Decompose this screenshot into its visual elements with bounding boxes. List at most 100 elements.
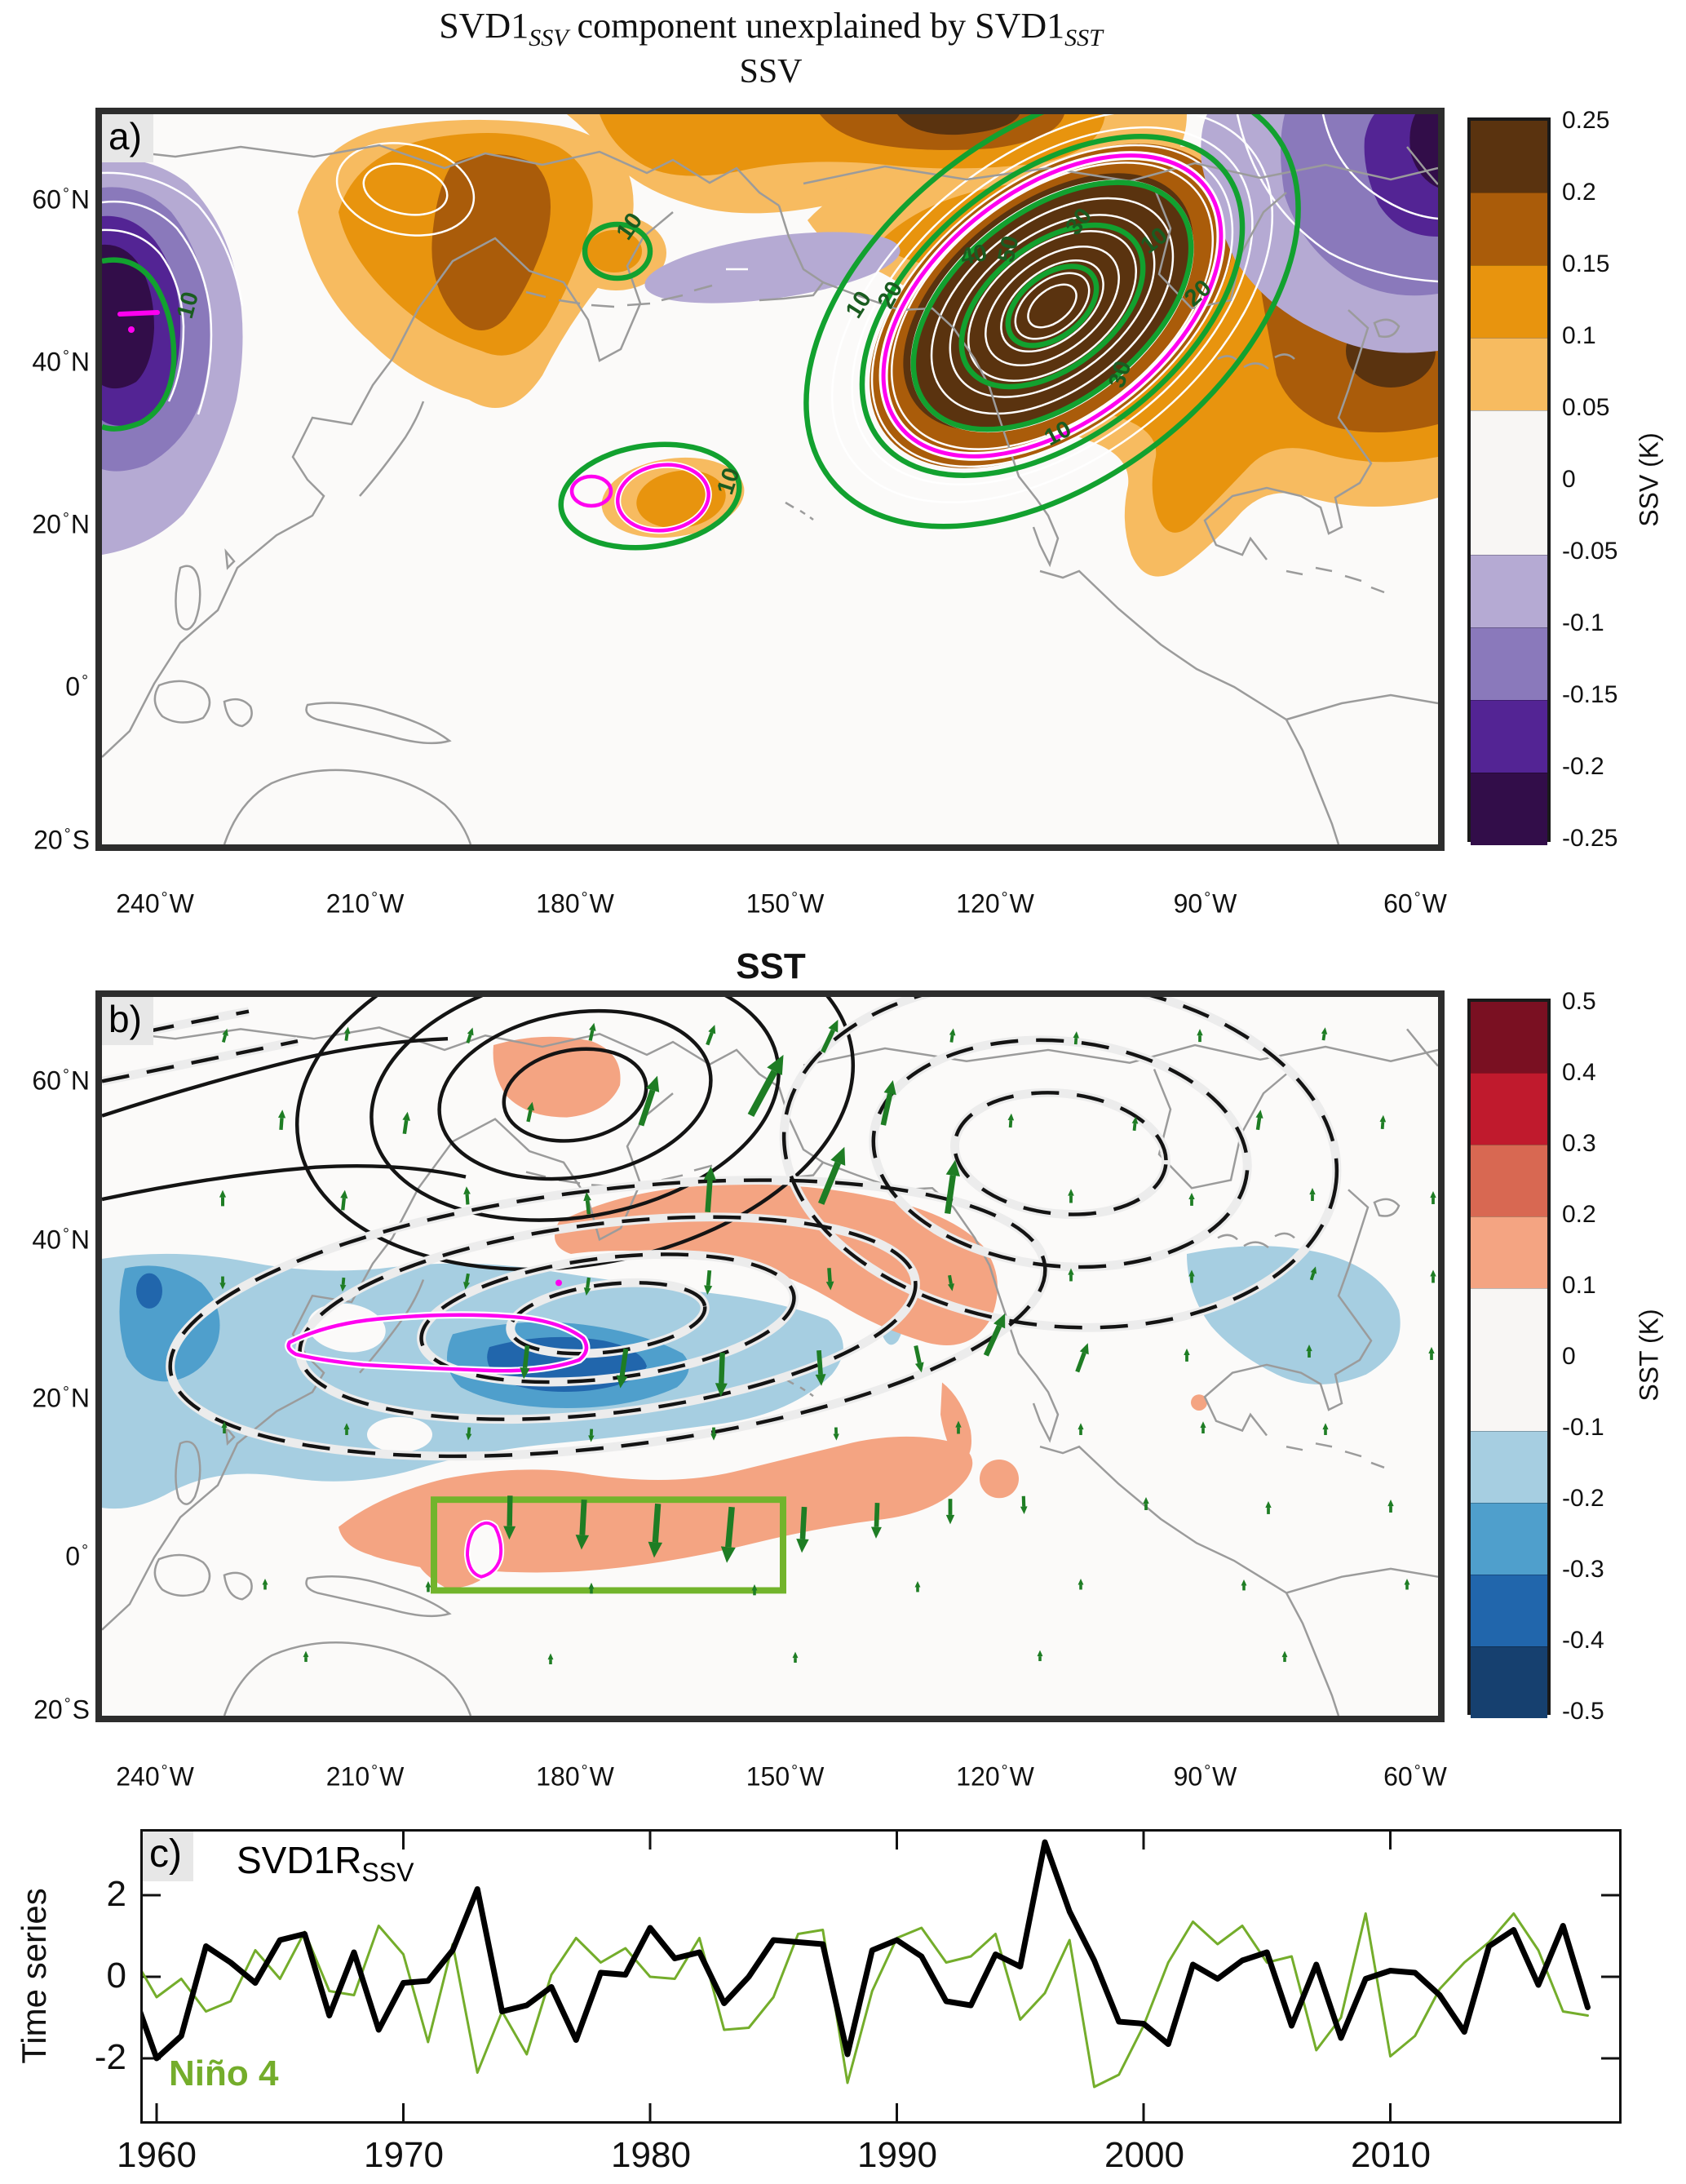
green-contours <box>102 114 1301 551</box>
colorbar-a-label: SSV (K) <box>1634 432 1664 527</box>
panel-b-title: SST <box>736 946 806 986</box>
y-tick-b: 40 °N <box>32 1225 90 1255</box>
x-tick-a: 180 °W <box>536 888 614 919</box>
panel-a-title: SSV <box>739 53 803 91</box>
colorbar-slot <box>1471 193 1547 265</box>
map-panel-a: 10 10 10 30 10 40 50 20 10 20 30 10 a) <box>95 108 1445 851</box>
panel-b-tag: b) <box>102 997 153 1045</box>
x-tick-a: 240 °W <box>116 888 194 919</box>
colorbar-b-label: SST (K) <box>1634 1309 1664 1402</box>
colorbar-slot <box>1471 1503 1547 1575</box>
colorbar-slot <box>1471 410 1547 483</box>
green-contour-label: 50 <box>993 233 1024 264</box>
y-tick-a: 60 °N <box>32 184 90 215</box>
magenta-contours <box>117 151 1226 534</box>
year-label: 1990 <box>857 2135 937 2175</box>
y-tick-b: 20 °S <box>33 1694 90 1725</box>
colorbar-slot <box>1471 1646 1547 1718</box>
colorbar-tick: -0.1 <box>1562 1414 1604 1441</box>
colorbar-tick: 0 <box>1562 1343 1576 1370</box>
figure-title: SVD1SSV component unexplained by SVD1SST <box>439 6 1103 51</box>
map-b-svg <box>102 997 1438 1716</box>
x-tick-a: 120 °W <box>956 888 1034 919</box>
colorbar-slot <box>1471 483 1547 555</box>
colorbar-slot <box>1471 773 1547 845</box>
ssv-negative-fills <box>102 114 1438 555</box>
series-nino4-line <box>143 1912 1589 2089</box>
x-tick-b: 180 °W <box>536 1761 614 1792</box>
colorbar-slot <box>1471 1288 1547 1360</box>
green-contour-label: 40 <box>958 240 989 271</box>
panel-a-tag: a) <box>102 114 153 162</box>
colorbar-tick: 0.3 <box>1562 1130 1596 1157</box>
colorbar-slot <box>1471 555 1547 627</box>
y-tick-a: 0 ° <box>65 671 88 702</box>
x-tick-b: 150 °W <box>746 1761 825 1792</box>
colorbar-tick: 0.2 <box>1562 179 1596 206</box>
series-svd1r-line <box>143 1839 1591 2062</box>
year-label: 1970 <box>364 2135 444 2175</box>
x-tick-b: 240 °W <box>116 1761 194 1792</box>
colorbar-tick: 0.15 <box>1562 250 1610 277</box>
y-tick-b: 0 ° <box>65 1541 88 1571</box>
colorbar-slot <box>1471 1360 1547 1431</box>
colorbar-slot <box>1471 1145 1547 1216</box>
colorbar-slot <box>1471 1002 1547 1073</box>
x-tick-a: 90 °W <box>1173 888 1237 919</box>
y-tick-b: 20 °N <box>32 1383 90 1413</box>
colorbar-tick: -0.25 <box>1562 825 1618 852</box>
colorbar-tick: 0.05 <box>1562 394 1610 421</box>
y-tick-a: 20 °S <box>33 825 90 855</box>
year-label: 2000 <box>1104 2135 1184 2175</box>
colorbar-slot <box>1471 338 1547 410</box>
series2-legend: Niño 4 <box>169 2053 279 2093</box>
timeseries-panel: c) SVD1RSSV Niño 4 <box>140 1829 1622 2124</box>
colorbar-tick: 0.2 <box>1562 1201 1596 1228</box>
timeseries-svg <box>143 1832 1619 2121</box>
colorbar-slot <box>1471 1073 1547 1145</box>
year-label: 1980 <box>611 2135 691 2175</box>
vector-arrows <box>219 1019 1436 1665</box>
year-label: 1960 <box>117 2135 197 2175</box>
y-tick-a: 20 °N <box>32 509 90 539</box>
colorbar-tick: -0.4 <box>1562 1627 1604 1654</box>
nino4-box <box>431 1496 786 1594</box>
colorbar-slot <box>1471 627 1547 700</box>
colorbar-tick: 0.4 <box>1562 1059 1596 1086</box>
colorbar-tick: -0.2 <box>1562 753 1604 780</box>
colorbar-tick: 0 <box>1562 466 1576 493</box>
series1-legend: SVD1RSSV <box>237 1839 414 1888</box>
map-panel-b: b) <box>95 990 1445 1722</box>
x-tick-b: 90 °W <box>1173 1761 1237 1792</box>
colorbar-tick: -0.1 <box>1562 609 1604 636</box>
y-tick-b: 60 °N <box>32 1065 90 1096</box>
x-tick-b: 210 °W <box>325 1761 405 1792</box>
magenta-contours-b <box>285 1279 591 1580</box>
colorbar-tick: 0.5 <box>1562 988 1596 1015</box>
colorbar-tick: -0.15 <box>1562 681 1618 708</box>
x-tick-a: 150 °W <box>746 888 825 919</box>
x-tick-b: 120 °W <box>956 1761 1034 1792</box>
colorbar-tick: -0.05 <box>1562 538 1618 565</box>
colorbar-tick: 0.25 <box>1562 107 1610 134</box>
colorbar-tick: -0.5 <box>1562 1698 1604 1725</box>
x-tick-b: 60 °W <box>1383 1761 1447 1792</box>
colorbar-slot <box>1471 121 1547 193</box>
colorbar-slot <box>1471 1216 1547 1288</box>
colorbar-tick: 0.1 <box>1562 322 1596 349</box>
x-tick-a: 60 °W <box>1383 888 1447 919</box>
y-tick-a: 40 °N <box>32 347 90 377</box>
panel-c-tag: c) <box>143 1832 193 1881</box>
colorbar-a <box>1467 117 1551 845</box>
colorbar-tick: -0.3 <box>1562 1556 1604 1583</box>
colorbar-tick: -0.2 <box>1562 1485 1604 1512</box>
year-label: 2010 <box>1351 2135 1431 2175</box>
colorbar-tick: 0.1 <box>1562 1272 1596 1299</box>
colorbar-slot <box>1471 1431 1547 1503</box>
x-tick-a: 210 °W <box>325 888 405 919</box>
colorbar-b <box>1467 999 1551 1718</box>
timeseries-ylabel: Time series <box>15 1888 53 2064</box>
colorbar-slot <box>1471 265 1547 338</box>
